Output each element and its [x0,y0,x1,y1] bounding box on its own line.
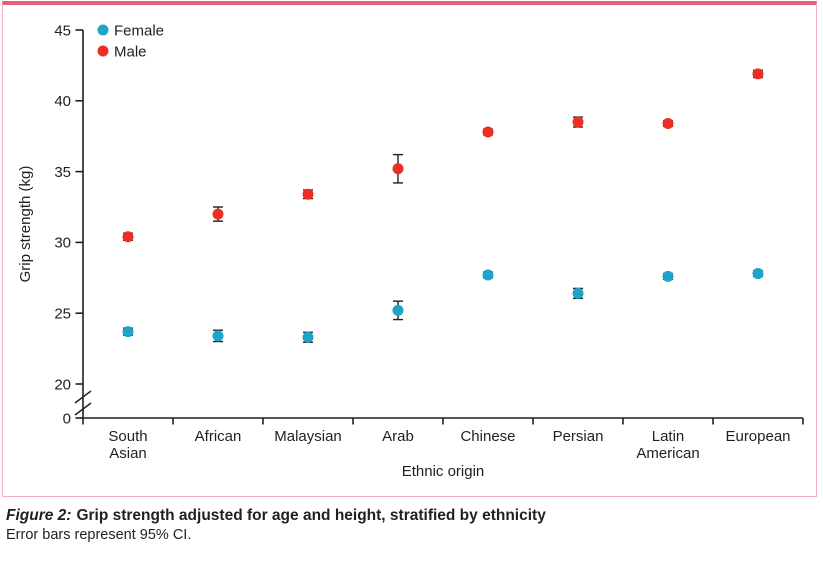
y-tick-label: 35 [54,164,71,181]
x-category-label: European [725,428,790,445]
x-category-label: African [195,428,242,445]
data-point-female-south-asian [122,326,134,338]
y-tick-label: 30 [54,235,71,252]
data-point-female-chinese [482,269,494,281]
caption-title-line: Figure 2: Grip strength adjusted for age … [6,506,816,526]
data-point-female-latin-american [662,270,674,282]
data-point-male-chinese [482,126,494,138]
x-axis-title: Ethnic origin [402,463,485,480]
y-tick-label: 25 [54,305,71,322]
x-category-label: Arab [382,428,414,445]
data-point-male-latin-american [662,117,674,129]
data-point-male-malaysian [302,188,314,200]
y-tick-label: 0 [63,410,71,427]
figure-panel [2,1,817,497]
legend-label-female: Female [114,22,164,39]
x-category-label: Latin [652,428,685,445]
axis-break-mark [74,390,92,404]
data-point-male-african [212,208,224,220]
legend-label-male: Male [114,43,147,60]
y-tick-label: 40 [54,93,71,110]
data-point-male-persian [572,116,584,128]
data-point-female-european [752,268,764,280]
x-category-label: Chinese [460,428,515,445]
data-point-male-european [752,68,764,80]
x-category-label: Asian [109,445,147,462]
x-category-label: Malaysian [274,428,342,445]
data-point-male-arab [392,163,404,175]
data-point-female-arab [392,304,404,316]
legend-marker-male [97,45,109,57]
axis-break-mark [74,402,92,416]
y-tick-label: 20 [54,376,71,393]
x-category-label: South [108,428,147,445]
caption-figure-number: Figure 2: [6,507,72,524]
x-category-label: American [636,445,699,462]
legend-marker-female [97,24,109,36]
data-point-female-persian [572,287,584,299]
caption-note: Error bars represent 95% CI. [6,527,192,543]
y-tick-label: 45 [54,22,71,39]
figure-caption: Figure 2: Grip strength adjusted for age … [6,506,816,545]
data-point-female-malaysian [302,331,314,343]
y-axis-title: Grip strength (kg) [17,166,34,283]
caption-title-text: Grip strength adjusted for age and heigh… [76,507,546,524]
data-point-female-african [212,330,224,342]
data-point-male-south-asian [122,231,134,243]
x-category-label: Persian [553,428,604,445]
